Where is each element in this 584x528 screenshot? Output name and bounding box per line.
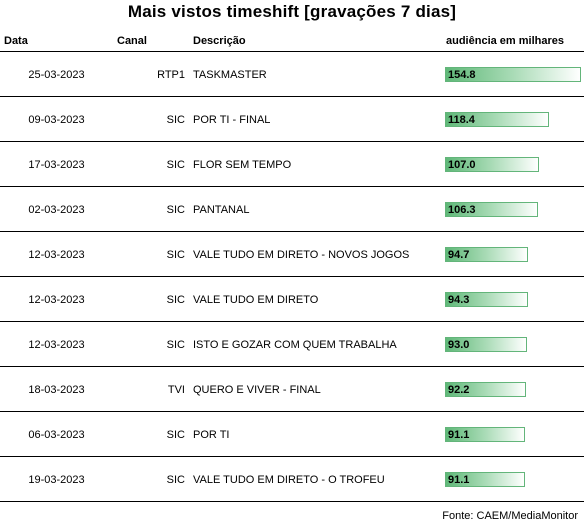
row-divider [0, 96, 584, 97]
row-divider [0, 411, 584, 412]
audience-value-label: 94.7 [448, 249, 470, 261]
row-description: VALE TUDO EM DIRETO - O TROFEU [193, 474, 385, 486]
header-divider [0, 51, 584, 52]
audience-bar: 107.0 [445, 157, 539, 172]
audience-bar: 91.1 [445, 427, 525, 442]
row-divider [0, 456, 584, 457]
audience-value-label: 154.8 [448, 69, 476, 81]
row-divider [0, 186, 584, 187]
chart-title: Mais vistos timeshift [gravações 7 dias] [127, 2, 457, 21]
audience-bar: 154.8 [445, 67, 581, 82]
row-date: 12-03-2023 [28, 339, 85, 351]
audience-value-label: 107.0 [448, 159, 476, 171]
audience-value-label: 93.0 [448, 339, 470, 351]
column-header-canal: Canal [117, 35, 147, 47]
row-date: 12-03-2023 [28, 249, 85, 261]
table-row: 09-03-2023 SIC POR TI - FINAL 118.4 [0, 97, 584, 142]
row-divider [0, 231, 584, 232]
row-description: POR TI [193, 429, 230, 441]
row-divider [0, 276, 584, 277]
audience-bar: 94.3 [445, 292, 528, 307]
table-row: 18-03-2023 TVI QUERO E VIVER - FINAL 92.2 [0, 367, 584, 412]
row-description: VALE TUDO EM DIRETO [193, 294, 319, 306]
audience-bar: 106.3 [445, 202, 538, 217]
column-header-descricao: Descrição [193, 35, 246, 47]
row-divider [0, 141, 584, 142]
row-date: 17-03-2023 [28, 159, 85, 171]
row-description: PANTANAL [193, 204, 250, 216]
row-date: 02-03-2023 [28, 204, 85, 216]
table-row: 06-03-2023 SIC POR TI 91.1 [0, 412, 584, 457]
table-row: 12-03-2023 SIC ISTO E GOZAR COM QUEM TRABA… [0, 322, 584, 367]
column-header-data: Data [4, 35, 28, 47]
row-channel: SIC [166, 114, 185, 126]
audience-value-label: 92.2 [448, 384, 470, 396]
table-row: 19-03-2023 SIC VALE TUDO EM DIRETO - O TRO… [0, 457, 584, 502]
audience-value-label: 91.1 [448, 429, 470, 441]
audience-bar: 93.0 [445, 337, 527, 352]
row-channel: SIC [166, 249, 185, 261]
row-date: 18-03-2023 [28, 384, 85, 396]
row-channel: RTP1 [157, 69, 185, 81]
row-channel: TVI [167, 384, 185, 396]
table-row: 12-03-2023 SIC VALE TUDO EM DIRETO - NOVOS… [0, 232, 584, 277]
row-description: POR TI - FINAL [193, 114, 271, 126]
row-date: 19-03-2023 [28, 474, 85, 486]
row-date: 12-03-2023 [28, 294, 85, 306]
row-divider [0, 366, 584, 367]
row-date: 25-03-2023 [28, 69, 85, 81]
audience-value-label: 91.1 [448, 474, 470, 486]
row-channel: SIC [166, 339, 185, 351]
audience-value-label: 94.3 [448, 294, 470, 306]
row-channel: SIC [166, 294, 185, 306]
row-description: ISTO E GOZAR COM QUEM TRABALHA [193, 339, 397, 351]
audience-bar: 91.1 [445, 472, 525, 487]
row-channel: SIC [166, 159, 185, 171]
column-header-audiencia: audiência em milhares [446, 35, 564, 47]
row-channel: SIC [166, 474, 185, 486]
audience-value-label: 106.3 [448, 204, 476, 216]
audience-bar: 118.4 [445, 112, 549, 127]
row-channel: SIC [166, 429, 185, 441]
row-date: 09-03-2023 [28, 114, 85, 126]
row-description: FLOR SEM TEMPO [193, 159, 292, 171]
table-row: 12-03-2023 SIC VALE TUDO EM DIRETO 94.3 [0, 277, 584, 322]
table-row: 25-03-2023 RTP1 TASKMASTER 154.8 [0, 52, 584, 97]
audience-value-label: 118.4 [448, 114, 475, 126]
row-description: TASKMASTER [193, 69, 267, 81]
row-divider [0, 321, 584, 322]
row-description: VALE TUDO EM DIRETO - NOVOS JOGOS [193, 249, 410, 261]
source-note: Fonte: CAEM/MediaMonitor [442, 510, 578, 522]
row-channel: SIC [166, 204, 185, 216]
ranking-table: 25-03-2023 RTP1 TASKMASTER 154.8 09-03-2023 S… [0, 52, 584, 502]
table-row: 17-03-2023 SIC FLOR SEM TEMPO 107.0 [0, 142, 584, 187]
row-description: QUERO E VIVER - FINAL [193, 384, 321, 396]
row-date: 06-03-2023 [28, 429, 85, 441]
audience-bar: 94.7 [445, 247, 528, 262]
row-divider [0, 501, 584, 502]
audience-bar: 92.2 [445, 382, 526, 397]
table-row: 02-03-2023 SIC PANTANAL 106.3 [0, 187, 584, 232]
